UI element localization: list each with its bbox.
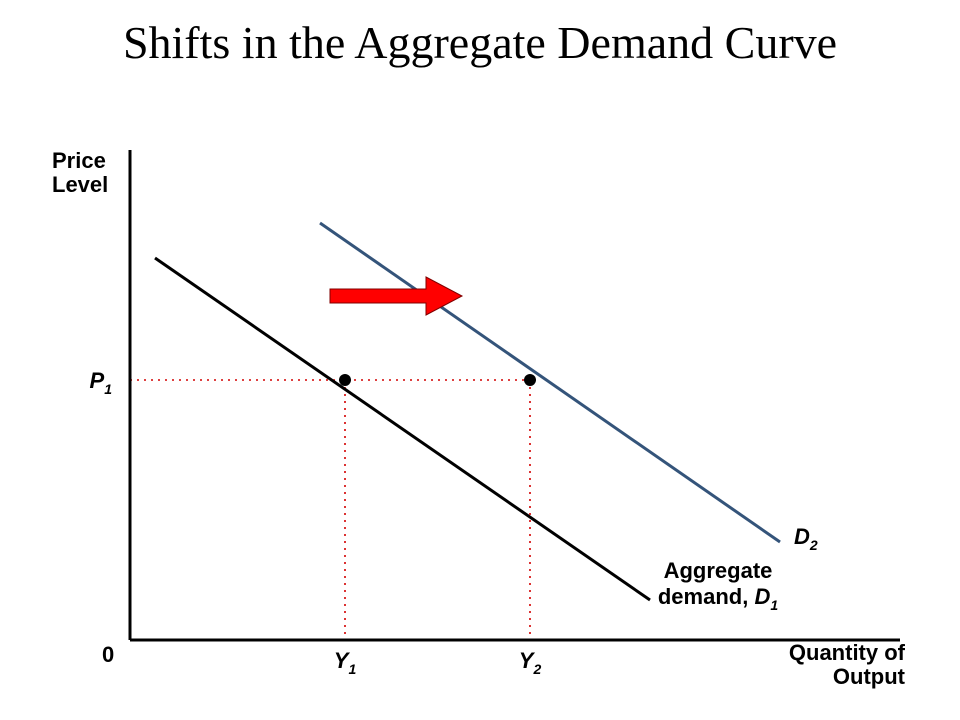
y-axis-label-line2: Level xyxy=(52,172,108,197)
x-axis-label: Quantity of xyxy=(789,640,906,665)
point-y2-p1 xyxy=(524,374,536,386)
origin-label: 0 xyxy=(102,642,114,667)
tick-p1: P1 xyxy=(90,368,113,397)
label-d2: D2 xyxy=(794,524,818,553)
point-y1-p1 xyxy=(339,374,351,386)
label-d1-line2: demand, D1 xyxy=(658,584,778,613)
label-d1-line1: Aggregate xyxy=(664,558,773,583)
x-axis-label-line2: Output xyxy=(833,664,906,689)
curve-d2 xyxy=(320,223,780,542)
curve-d1 xyxy=(155,258,650,600)
aggregate-demand-diagram: Price Level Quantity of Output 0 P1 Y1 Y… xyxy=(0,0,960,720)
diagram-container: Price Level Quantity of Output 0 P1 Y1 Y… xyxy=(0,0,960,720)
tick-y1: Y1 xyxy=(334,648,357,677)
tick-y2: Y2 xyxy=(519,648,542,677)
y-axis-label: Price xyxy=(52,148,106,173)
